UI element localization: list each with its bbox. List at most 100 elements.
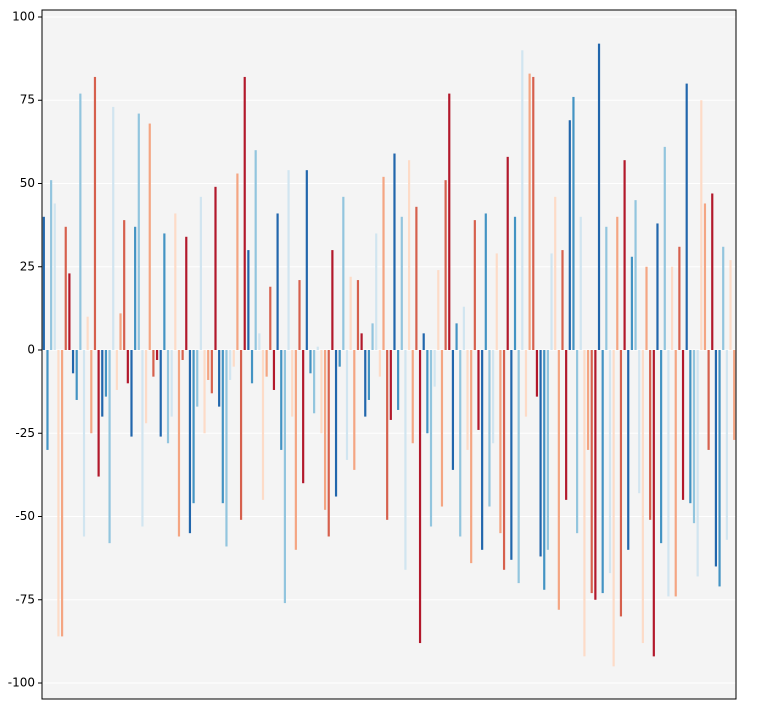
bar xyxy=(539,350,542,557)
plot-frame xyxy=(41,9,737,700)
bar xyxy=(79,93,82,351)
bar xyxy=(210,350,213,394)
bar xyxy=(221,350,224,504)
bar xyxy=(714,350,718,567)
bar xyxy=(298,280,301,351)
bar xyxy=(451,350,455,470)
bar xyxy=(57,350,60,637)
y-tick-label: 75 xyxy=(20,93,35,107)
bar xyxy=(188,350,192,534)
bar xyxy=(342,196,345,351)
bar xyxy=(185,236,188,351)
bar xyxy=(134,226,137,351)
bar xyxy=(170,350,173,417)
bar xyxy=(68,273,71,351)
bar xyxy=(108,350,111,544)
bar xyxy=(382,176,385,351)
bar xyxy=(550,253,553,351)
bar xyxy=(360,333,363,351)
bar xyxy=(130,350,133,437)
bar xyxy=(605,226,608,351)
bar xyxy=(481,350,484,550)
bar xyxy=(674,350,677,597)
bar xyxy=(269,286,272,351)
bar xyxy=(572,96,575,351)
bar xyxy=(145,350,148,424)
bar xyxy=(597,43,601,351)
bar xyxy=(586,350,590,450)
bar xyxy=(517,350,520,584)
bar xyxy=(652,350,655,657)
bar xyxy=(429,350,433,527)
bar xyxy=(229,350,232,380)
bar xyxy=(583,350,586,657)
bar xyxy=(338,350,341,367)
bar xyxy=(495,253,498,351)
bar xyxy=(218,350,221,407)
bar xyxy=(502,350,506,570)
bar xyxy=(543,350,546,590)
bar xyxy=(250,350,254,384)
bar xyxy=(320,350,323,434)
bar xyxy=(437,270,440,351)
bar xyxy=(75,350,78,400)
y-tick-label: 50 xyxy=(20,176,35,190)
bar xyxy=(568,120,571,351)
bar xyxy=(513,216,517,351)
bar xyxy=(400,216,403,351)
bar xyxy=(473,220,476,351)
bar xyxy=(700,100,703,351)
bar xyxy=(630,256,633,351)
bar xyxy=(97,350,100,477)
bar xyxy=(393,153,396,351)
y-tick-label: 100 xyxy=(12,9,35,23)
bar xyxy=(199,196,202,351)
y-tick-label: -100 xyxy=(8,676,35,690)
bar xyxy=(641,350,644,644)
bar xyxy=(90,350,93,434)
bar xyxy=(579,216,582,351)
bar xyxy=(612,350,615,667)
bar xyxy=(426,350,429,434)
bar xyxy=(378,350,381,377)
bar xyxy=(155,350,159,360)
bar xyxy=(386,350,389,520)
bar xyxy=(309,350,312,374)
bar xyxy=(152,350,155,377)
bar xyxy=(733,350,736,440)
bar xyxy=(276,213,279,351)
bar xyxy=(397,350,400,410)
bar xyxy=(696,350,699,577)
bar xyxy=(331,250,334,351)
bar xyxy=(455,323,458,351)
bar xyxy=(634,200,637,351)
bar xyxy=(375,233,378,351)
bar xyxy=(499,350,502,534)
bar xyxy=(448,93,451,351)
bar xyxy=(148,123,151,351)
bar xyxy=(258,333,261,351)
bar xyxy=(239,350,243,520)
bar xyxy=(565,350,568,500)
bar xyxy=(623,160,626,351)
bar xyxy=(718,350,721,587)
bar xyxy=(294,350,297,550)
bar xyxy=(444,180,447,351)
bar xyxy=(265,350,268,377)
bar xyxy=(667,350,670,597)
bar xyxy=(510,350,513,560)
bar xyxy=(389,350,392,420)
bar xyxy=(287,170,290,351)
bar xyxy=(561,250,564,351)
bar xyxy=(283,350,286,604)
bar xyxy=(656,223,659,351)
bar xyxy=(528,73,531,351)
bar xyxy=(645,266,648,351)
bar xyxy=(627,350,630,550)
bar xyxy=(334,350,338,497)
bar xyxy=(703,203,707,351)
bar xyxy=(459,350,462,537)
bar xyxy=(488,350,491,507)
bar xyxy=(349,276,352,351)
